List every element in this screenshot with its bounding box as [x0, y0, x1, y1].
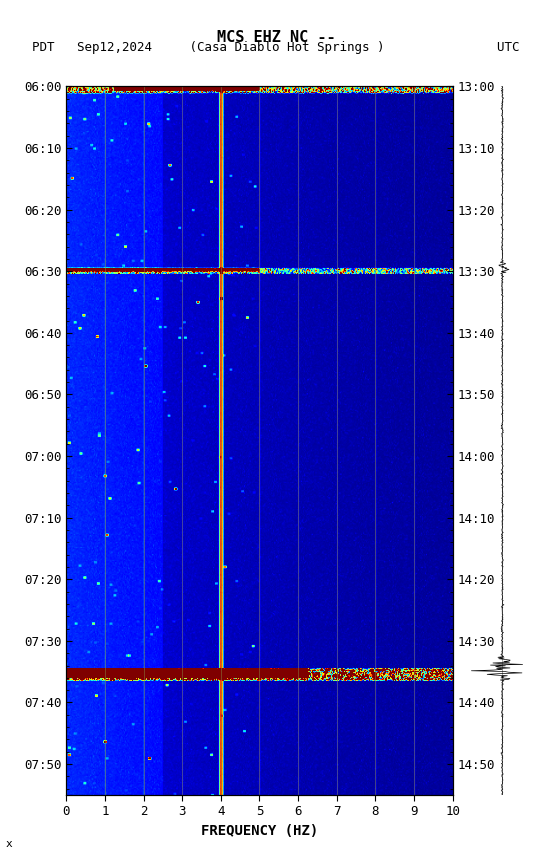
Text: x: x: [6, 839, 12, 848]
X-axis label: FREQUENCY (HZ): FREQUENCY (HZ): [201, 824, 318, 838]
Text: MCS EHZ NC --: MCS EHZ NC --: [217, 30, 335, 45]
Text: PDT   Sep12,2024     (Casa Diablo Hot Springs )               UTC: PDT Sep12,2024 (Casa Diablo Hot Springs …: [32, 41, 520, 54]
